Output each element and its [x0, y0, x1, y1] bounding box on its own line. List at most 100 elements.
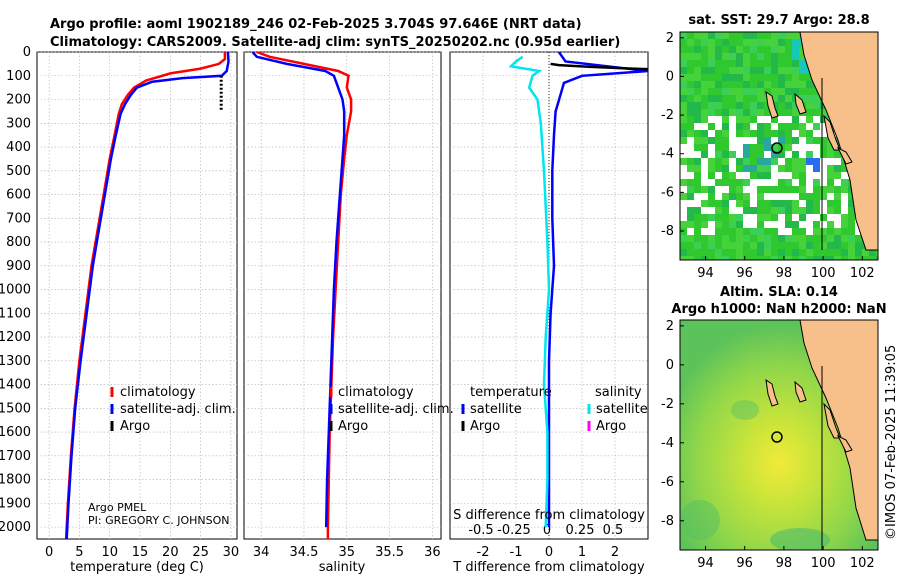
sst-cell — [736, 102, 743, 109]
sst-cell — [722, 137, 729, 144]
sst-cell — [806, 200, 813, 207]
sst-cell — [736, 67, 743, 74]
sst-cell — [743, 137, 750, 144]
sst-cell — [834, 207, 841, 214]
lon-tick-label: 98 — [776, 556, 793, 571]
sst-cell — [750, 137, 757, 144]
series-line-satellite-adj-clim- — [65, 52, 230, 539]
sst-cell — [799, 242, 806, 249]
sst-cell — [736, 200, 743, 207]
sst-cell — [785, 249, 792, 256]
sst-cell — [855, 256, 862, 260]
sst-cell — [687, 137, 694, 144]
sst-cell — [820, 158, 827, 165]
sst-cell — [701, 130, 708, 137]
sst-cell — [708, 88, 715, 95]
sst-cell — [834, 158, 841, 165]
island — [794, 380, 807, 403]
sst-cell — [792, 137, 799, 144]
sst-cell — [715, 95, 722, 102]
sst-cell — [715, 123, 722, 130]
sst-cell — [820, 123, 827, 130]
sst-cell — [729, 172, 736, 179]
sst-cell — [743, 200, 750, 207]
sst-cell — [687, 81, 694, 88]
sst-cell — [729, 165, 736, 172]
sst-cell — [799, 74, 806, 81]
sst-cell — [799, 221, 806, 228]
depth-tick-label: 500 — [6, 164, 31, 179]
sst-cell — [687, 228, 694, 235]
sst-cell — [841, 214, 848, 221]
sst-cell — [764, 74, 771, 81]
sst-cell — [778, 88, 785, 95]
sst-cell — [715, 256, 722, 260]
sst-cell — [792, 130, 799, 137]
sst-cell — [792, 32, 799, 39]
sst-cell — [750, 81, 757, 88]
sst-cell — [848, 235, 855, 242]
sst-cell — [708, 228, 715, 235]
sst-cell — [785, 81, 792, 88]
sst-cell — [680, 200, 687, 207]
sst-cell — [722, 207, 729, 214]
legend-t-satellite: satellite — [470, 402, 522, 417]
sst-cell — [841, 186, 848, 193]
sst-cell — [722, 172, 729, 179]
lat-tick-label: 0 — [666, 358, 674, 373]
depth-tick-label: 0 — [23, 45, 31, 60]
sst-cell — [757, 200, 764, 207]
sst-cell — [834, 200, 841, 207]
lon-tick-label: 94 — [697, 266, 714, 281]
sst-cell — [841, 256, 848, 260]
sst-cell — [729, 116, 736, 123]
sst-cell — [743, 193, 750, 200]
sst-cell — [694, 214, 701, 221]
sst-cell — [806, 172, 813, 179]
sst-cell — [834, 186, 841, 193]
sst-cell — [743, 102, 750, 109]
sst-cell — [792, 109, 799, 116]
sst-cell — [736, 95, 743, 102]
sst-cell — [757, 249, 764, 256]
sla-feature — [731, 400, 759, 420]
sst-cell — [736, 158, 743, 165]
sst-cell — [785, 102, 792, 109]
sst-cell — [694, 179, 701, 186]
sst-cell — [764, 53, 771, 60]
sst-cell — [736, 235, 743, 242]
sst-cell — [694, 130, 701, 137]
sst-cell — [722, 228, 729, 235]
sst-cell — [806, 242, 813, 249]
legend-t-argo: Argo — [470, 419, 500, 434]
sst-cell — [708, 144, 715, 151]
sst-cell — [743, 179, 750, 186]
x-tick-label: 1 — [578, 545, 586, 560]
x-tick-label: 15 — [132, 545, 149, 560]
sst-cell — [743, 158, 750, 165]
sst-cell — [701, 193, 708, 200]
sst-cell — [722, 242, 729, 249]
sst-cell — [736, 179, 743, 186]
sst-cell — [813, 200, 820, 207]
sst-cell — [771, 179, 778, 186]
sst-cell — [778, 102, 785, 109]
t-difference-xlabel: T difference from climatology — [452, 560, 645, 575]
grid-lines — [37, 51, 648, 539]
sla-feature — [680, 500, 720, 540]
sst-cell — [757, 165, 764, 172]
sst-cell — [680, 39, 687, 46]
sst-cell — [778, 200, 785, 207]
sst-cell — [764, 179, 771, 186]
sst-cell — [834, 193, 841, 200]
sst-cell — [757, 144, 764, 151]
sst-cell — [694, 74, 701, 81]
sst-cell — [722, 214, 729, 221]
sst-cell — [729, 200, 736, 207]
sst-cell — [792, 74, 799, 81]
series-line-t-argo — [550, 62, 648, 71]
sst-cell — [687, 165, 694, 172]
sst-cell — [792, 158, 799, 165]
sst-cell — [764, 67, 771, 74]
sst-cell — [771, 249, 778, 256]
